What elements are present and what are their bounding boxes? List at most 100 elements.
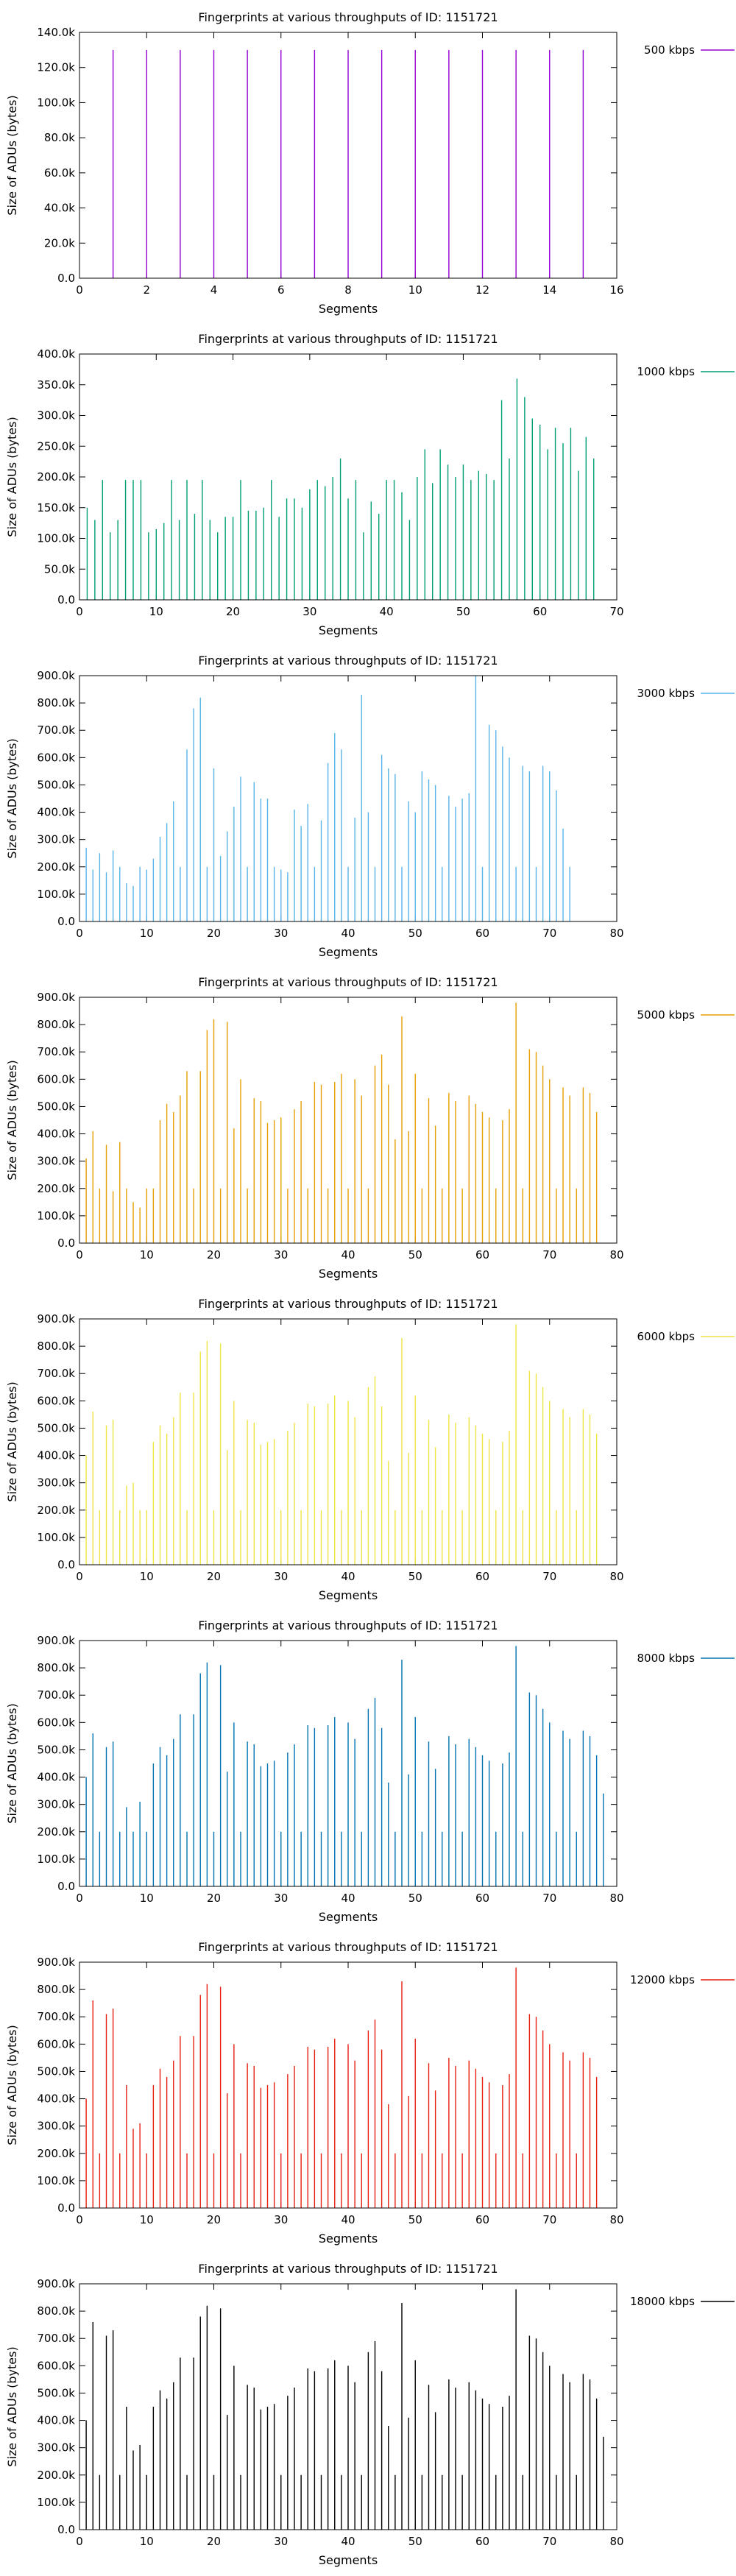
x-tick-label: 80 [609,927,623,940]
y-tick-label: 0.0 [57,2523,75,2536]
y-tick-label: 400.0k [37,2414,75,2427]
x-tick-label: 60 [475,2213,489,2226]
chart-title: Fingerprints at various throughputs of I… [198,1940,498,1954]
y-tick-label: 0.0 [57,272,75,285]
x-tick-label: 6 [277,283,285,297]
x-tick-label: 12 [475,283,489,297]
x-tick-label: 50 [408,1248,422,1262]
series-1 [85,1002,598,1243]
x-tick-label: 20 [207,1892,221,1905]
series-1 [112,49,584,278]
x-tick-label: 14 [542,283,556,297]
y-tick-label: 100.0k [37,1531,75,1544]
x-tick-label: 30 [274,1892,288,1905]
y-tick-label: 200.0k [37,1504,75,1517]
y-tick-label: 200.0k [37,1182,75,1195]
y-tick-label: 150.0k [37,501,75,514]
x-tick-label: 40 [341,2535,355,2548]
x-tick-label: 60 [533,605,547,618]
plot-frame [79,1318,618,1565]
x-tick-label: 80 [609,1248,623,1262]
y-tick-label: 0.0 [57,915,75,928]
y-tick-label: 0.0 [57,593,75,606]
x-tick-label: 30 [274,927,288,940]
x-tick-label: 0 [76,1248,83,1262]
chart-title: Fingerprints at various throughputs of I… [198,975,498,989]
x-tick-label: 50 [408,1570,422,1583]
y-tick-label: 800.0k [37,1661,75,1674]
y-tick-label: 400.0k [37,347,75,361]
chart-svg-8: Fingerprints at various throughputs of I… [5,2262,735,2567]
y-tick-label: 400.0k [37,2092,75,2106]
y-tick-label: 500.0k [37,1100,75,1113]
y-tick-label: 200.0k [37,1825,75,1839]
series-1 [85,676,570,921]
x-tick-label: 40 [341,1570,355,1583]
y-tick-label: 600.0k [37,1716,75,1729]
chart-panel-8: Fingerprints at various throughputs of I… [0,2251,736,2573]
x-axis-label: Segments [319,945,378,959]
x-tick-label: 4 [210,283,218,297]
y-tick-label: 500.0k [37,2386,75,2399]
y-tick-label: 20.0k [44,236,75,250]
x-tick-label: 10 [140,1892,154,1905]
y-tick-label: 600.0k [37,1072,75,1086]
x-tick-label: 70 [542,927,556,940]
x-tick-label: 70 [542,1248,556,1262]
x-tick-label: 40 [380,605,394,618]
chart-svg-7: Fingerprints at various throughputs of I… [5,1940,735,2246]
legend-label: 12000 kbps [630,1973,695,1986]
chart-title: Fingerprints at various throughputs of I… [198,1618,498,1632]
y-tick-label: 300.0k [37,1798,75,1811]
y-tick-label: 350.0k [37,378,75,392]
y-tick-label: 800.0k [37,1340,75,1353]
x-axis-label: Segments [319,1910,378,1924]
x-axis-label: Segments [319,302,378,316]
y-tick-label: 500.0k [37,778,75,791]
y-tick-label: 300.0k [37,1476,75,1490]
chart-panel-2: Fingerprints at various throughputs of I… [0,322,736,643]
x-tick-label: 20 [207,1248,221,1262]
y-tick-label: 200.0k [37,2147,75,2160]
y-axis-label: Size of ADUs (bytes) [5,2025,19,2145]
x-tick-label: 10 [140,1248,154,1262]
x-tick-label: 30 [274,1248,288,1262]
y-tick-label: 400.0k [37,1128,75,1141]
y-tick-label: 140.0k [37,26,75,39]
y-tick-label: 600.0k [37,1394,75,1407]
y-tick-label: 900.0k [37,669,75,682]
chart-svg-1: Fingerprints at various throughputs of I… [5,10,735,316]
x-tick-label: 50 [408,2535,422,2548]
y-tick-label: 0.0 [57,1236,75,1250]
y-tick-label: 600.0k [37,2037,75,2050]
y-axis-label: Size of ADUs (bytes) [5,1060,19,1180]
x-tick-label: 60 [475,2535,489,2548]
y-tick-label: 600.0k [37,2359,75,2372]
plot-frame [79,1961,618,2209]
y-tick-label: 800.0k [37,1983,75,1996]
chart-title: Fingerprints at various throughputs of I… [198,654,498,668]
x-tick-label: 10 [408,283,422,297]
x-tick-label: 40 [341,1892,355,1905]
x-tick-label: 80 [609,1570,623,1583]
y-axis-label: Size of ADUs (bytes) [5,738,19,858]
chart-panel-3: Fingerprints at various throughputs of I… [0,643,736,965]
y-tick-label: 700.0k [37,1045,75,1058]
x-tick-label: 60 [475,1570,489,1583]
y-tick-label: 40.0k [44,202,75,215]
y-tick-label: 700.0k [37,2010,75,2023]
y-tick-label: 800.0k [37,1018,75,1031]
chart-panel-6: Fingerprints at various throughputs of I… [0,1608,736,1930]
plot-frame [79,675,618,922]
y-tick-label: 900.0k [37,991,75,1004]
chart-title: Fingerprints at various throughputs of I… [198,2262,498,2276]
plot-frame [79,1640,618,1887]
x-tick-label: 0 [76,2213,83,2226]
plot-frame [79,997,618,1244]
y-tick-label: 300.0k [37,833,75,846]
x-tick-label: 0 [76,1892,83,1905]
y-tick-label: 300.0k [37,2441,75,2455]
chart-svg-2: Fingerprints at various throughputs of I… [5,332,735,637]
chart-svg-5: Fingerprints at various throughputs of I… [5,1297,735,1602]
